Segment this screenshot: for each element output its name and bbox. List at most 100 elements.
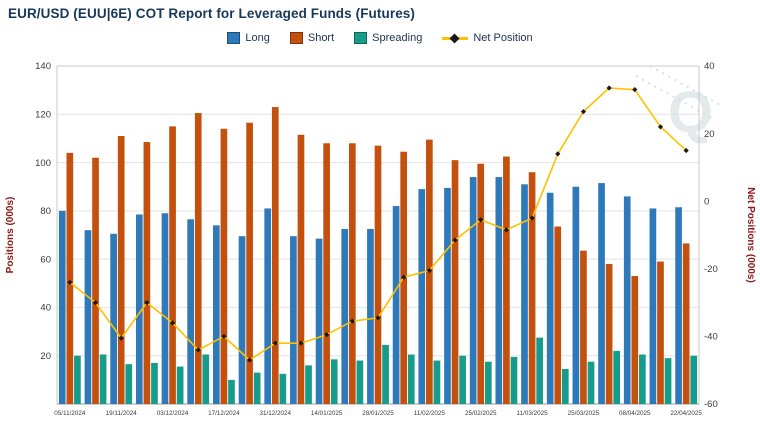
net-position-marker (195, 347, 201, 353)
bar-short (477, 163, 485, 404)
bar-spreading (407, 354, 415, 404)
bar-short (348, 143, 356, 404)
bar-spreading (459, 355, 466, 404)
x-axis-tick: 19/11/2024 (106, 410, 138, 417)
x-axis-tick: 25/03/2025 (568, 410, 600, 417)
left-axis-tick: 40 (40, 303, 51, 314)
left-axis-tick: 140 (35, 61, 51, 72)
legend-swatch-spreading (354, 32, 368, 44)
bar-spreading (228, 379, 235, 404)
bar-long (213, 225, 220, 404)
x-axis-tick: 08/04/2025 (619, 410, 651, 417)
bar-long (469, 177, 477, 404)
bar-long (418, 189, 426, 404)
net-position-marker (452, 237, 458, 243)
bar-long (598, 183, 605, 404)
net-position-marker (657, 124, 664, 130)
x-axis-tick: 03/12/2024 (157, 410, 189, 417)
x-axis-tick: 11/03/2025 (517, 410, 549, 417)
net-position-marker (478, 217, 484, 223)
bar-long (649, 208, 657, 404)
bar-spreading (664, 358, 672, 404)
watermark-logo: Q (668, 80, 713, 145)
right-axis-tick: -60 (704, 399, 718, 410)
left-axis-tick: 60 (40, 254, 51, 265)
bar-short (682, 243, 690, 404)
legend-swatch-net (442, 32, 469, 44)
net-position-marker (632, 87, 638, 93)
chart-legend: Long Short Spreading Net Position (0, 32, 760, 44)
bar-spreading (279, 373, 287, 404)
bar-spreading (690, 355, 698, 404)
bar-long (290, 236, 297, 404)
right-axis-tick: 0 (704, 196, 709, 207)
legend-item-long[interactable]: Long (227, 32, 270, 44)
bar-long (187, 219, 195, 404)
bar-spreading (356, 360, 364, 404)
bar-long (135, 214, 143, 404)
bar-short (657, 261, 664, 404)
left-axis-title: Positions (000s) (5, 197, 16, 274)
legend-label-long: Long (245, 32, 270, 44)
bar-short (220, 128, 228, 404)
bar-short (271, 107, 279, 405)
bar-spreading (639, 354, 646, 404)
bar-long (367, 228, 374, 404)
net-position-marker (606, 85, 612, 91)
bar-long (444, 187, 451, 404)
bar-short (374, 145, 382, 404)
x-axis-tick: 22/04/2025 (670, 410, 702, 417)
right-axis-title: Net Positions (000s) (745, 187, 756, 283)
bar-long (392, 206, 400, 404)
left-axis-tick: 120 (35, 109, 51, 120)
right-axis-tick: -40 (704, 332, 718, 343)
legend-label-short: Short (307, 32, 335, 44)
bar-long (495, 177, 503, 404)
bar-short (143, 142, 151, 405)
bar-long (161, 213, 169, 404)
bar-short (631, 276, 639, 404)
bar-short (451, 160, 459, 404)
net-position-marker (67, 279, 73, 285)
bar-spreading (202, 354, 210, 404)
bar-short (323, 143, 330, 404)
bar-long (58, 210, 66, 404)
bar-short (580, 250, 587, 404)
x-axis-tick: 14/01/2025 (311, 410, 343, 417)
bar-short (246, 122, 253, 404)
net-position-marker (503, 227, 509, 233)
watermark-dots (635, 75, 713, 119)
bar-long (546, 192, 554, 404)
legend-item-short[interactable]: Short (289, 32, 335, 44)
x-axis-tick: 11/02/2025 (414, 410, 446, 417)
chart-canvas: Q 20 40 60 80 100 120 140 40 20 0 -20 -40 -60 05/11/20… (0, 52, 760, 428)
left-axis-tick: 100 (35, 158, 51, 169)
bar-spreading (74, 355, 81, 404)
right-axis-tick: 20 (704, 129, 715, 140)
bar-short (528, 172, 536, 404)
bar-spreading (382, 344, 389, 404)
bar-long (315, 238, 323, 404)
bar-spreading (484, 361, 492, 404)
bar-spreading (253, 372, 261, 404)
right-axis-tick: 40 (704, 61, 715, 72)
bar-spreading (613, 350, 621, 404)
bar-spreading (330, 359, 338, 404)
net-position-marker (221, 333, 227, 339)
x-axis-tick: 25/02/2025 (465, 410, 497, 417)
bar-long (521, 184, 528, 404)
legend-swatch-long (227, 32, 241, 44)
net-position-marker (683, 147, 689, 154)
x-axis-tick: 28/01/2025 (362, 410, 394, 417)
bar-short (117, 136, 125, 404)
net-position-marker (247, 357, 253, 363)
net-position-marker (169, 320, 176, 326)
legend-item-net[interactable]: Net Position (442, 32, 533, 44)
bar-spreading (99, 354, 107, 404)
bar-short (554, 226, 562, 404)
legend-item-spreading[interactable]: Spreading (354, 32, 422, 44)
net-position-marker (375, 315, 381, 321)
bar-spreading (151, 362, 158, 404)
